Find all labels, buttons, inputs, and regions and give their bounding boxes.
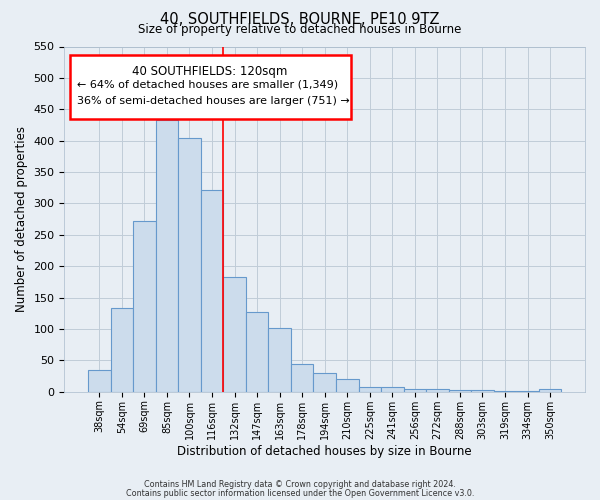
Bar <box>516 390 539 392</box>
Text: 40 SOUTHFIELDS: 120sqm: 40 SOUTHFIELDS: 120sqm <box>133 66 288 78</box>
Bar <box>201 190 223 392</box>
FancyBboxPatch shape <box>70 55 351 119</box>
Bar <box>404 388 426 392</box>
Y-axis label: Number of detached properties: Number of detached properties <box>15 126 28 312</box>
Bar <box>268 328 291 392</box>
Bar <box>426 388 449 392</box>
Bar <box>155 120 178 392</box>
Bar <box>291 364 313 392</box>
Text: 36% of semi-detached houses are larger (751) →: 36% of semi-detached houses are larger (… <box>77 96 350 106</box>
Bar <box>449 390 471 392</box>
Text: Contains HM Land Registry data © Crown copyright and database right 2024.: Contains HM Land Registry data © Crown c… <box>144 480 456 489</box>
Bar <box>313 373 336 392</box>
Text: ← 64% of detached houses are smaller (1,349): ← 64% of detached houses are smaller (1,… <box>77 80 338 90</box>
Bar <box>494 390 516 392</box>
Bar <box>88 370 110 392</box>
Text: Size of property relative to detached houses in Bourne: Size of property relative to detached ho… <box>139 22 461 36</box>
Text: Contains public sector information licensed under the Open Government Licence v3: Contains public sector information licen… <box>126 488 474 498</box>
Bar <box>178 138 201 392</box>
Bar <box>133 221 155 392</box>
Bar <box>110 308 133 392</box>
Bar <box>381 387 404 392</box>
Bar <box>223 277 246 392</box>
Text: 40, SOUTHFIELDS, BOURNE, PE10 9TZ: 40, SOUTHFIELDS, BOURNE, PE10 9TZ <box>160 12 440 28</box>
Bar <box>336 379 359 392</box>
Bar <box>471 390 494 392</box>
X-axis label: Distribution of detached houses by size in Bourne: Distribution of detached houses by size … <box>178 444 472 458</box>
Bar <box>539 390 562 392</box>
Bar <box>359 387 381 392</box>
Bar <box>246 312 268 392</box>
